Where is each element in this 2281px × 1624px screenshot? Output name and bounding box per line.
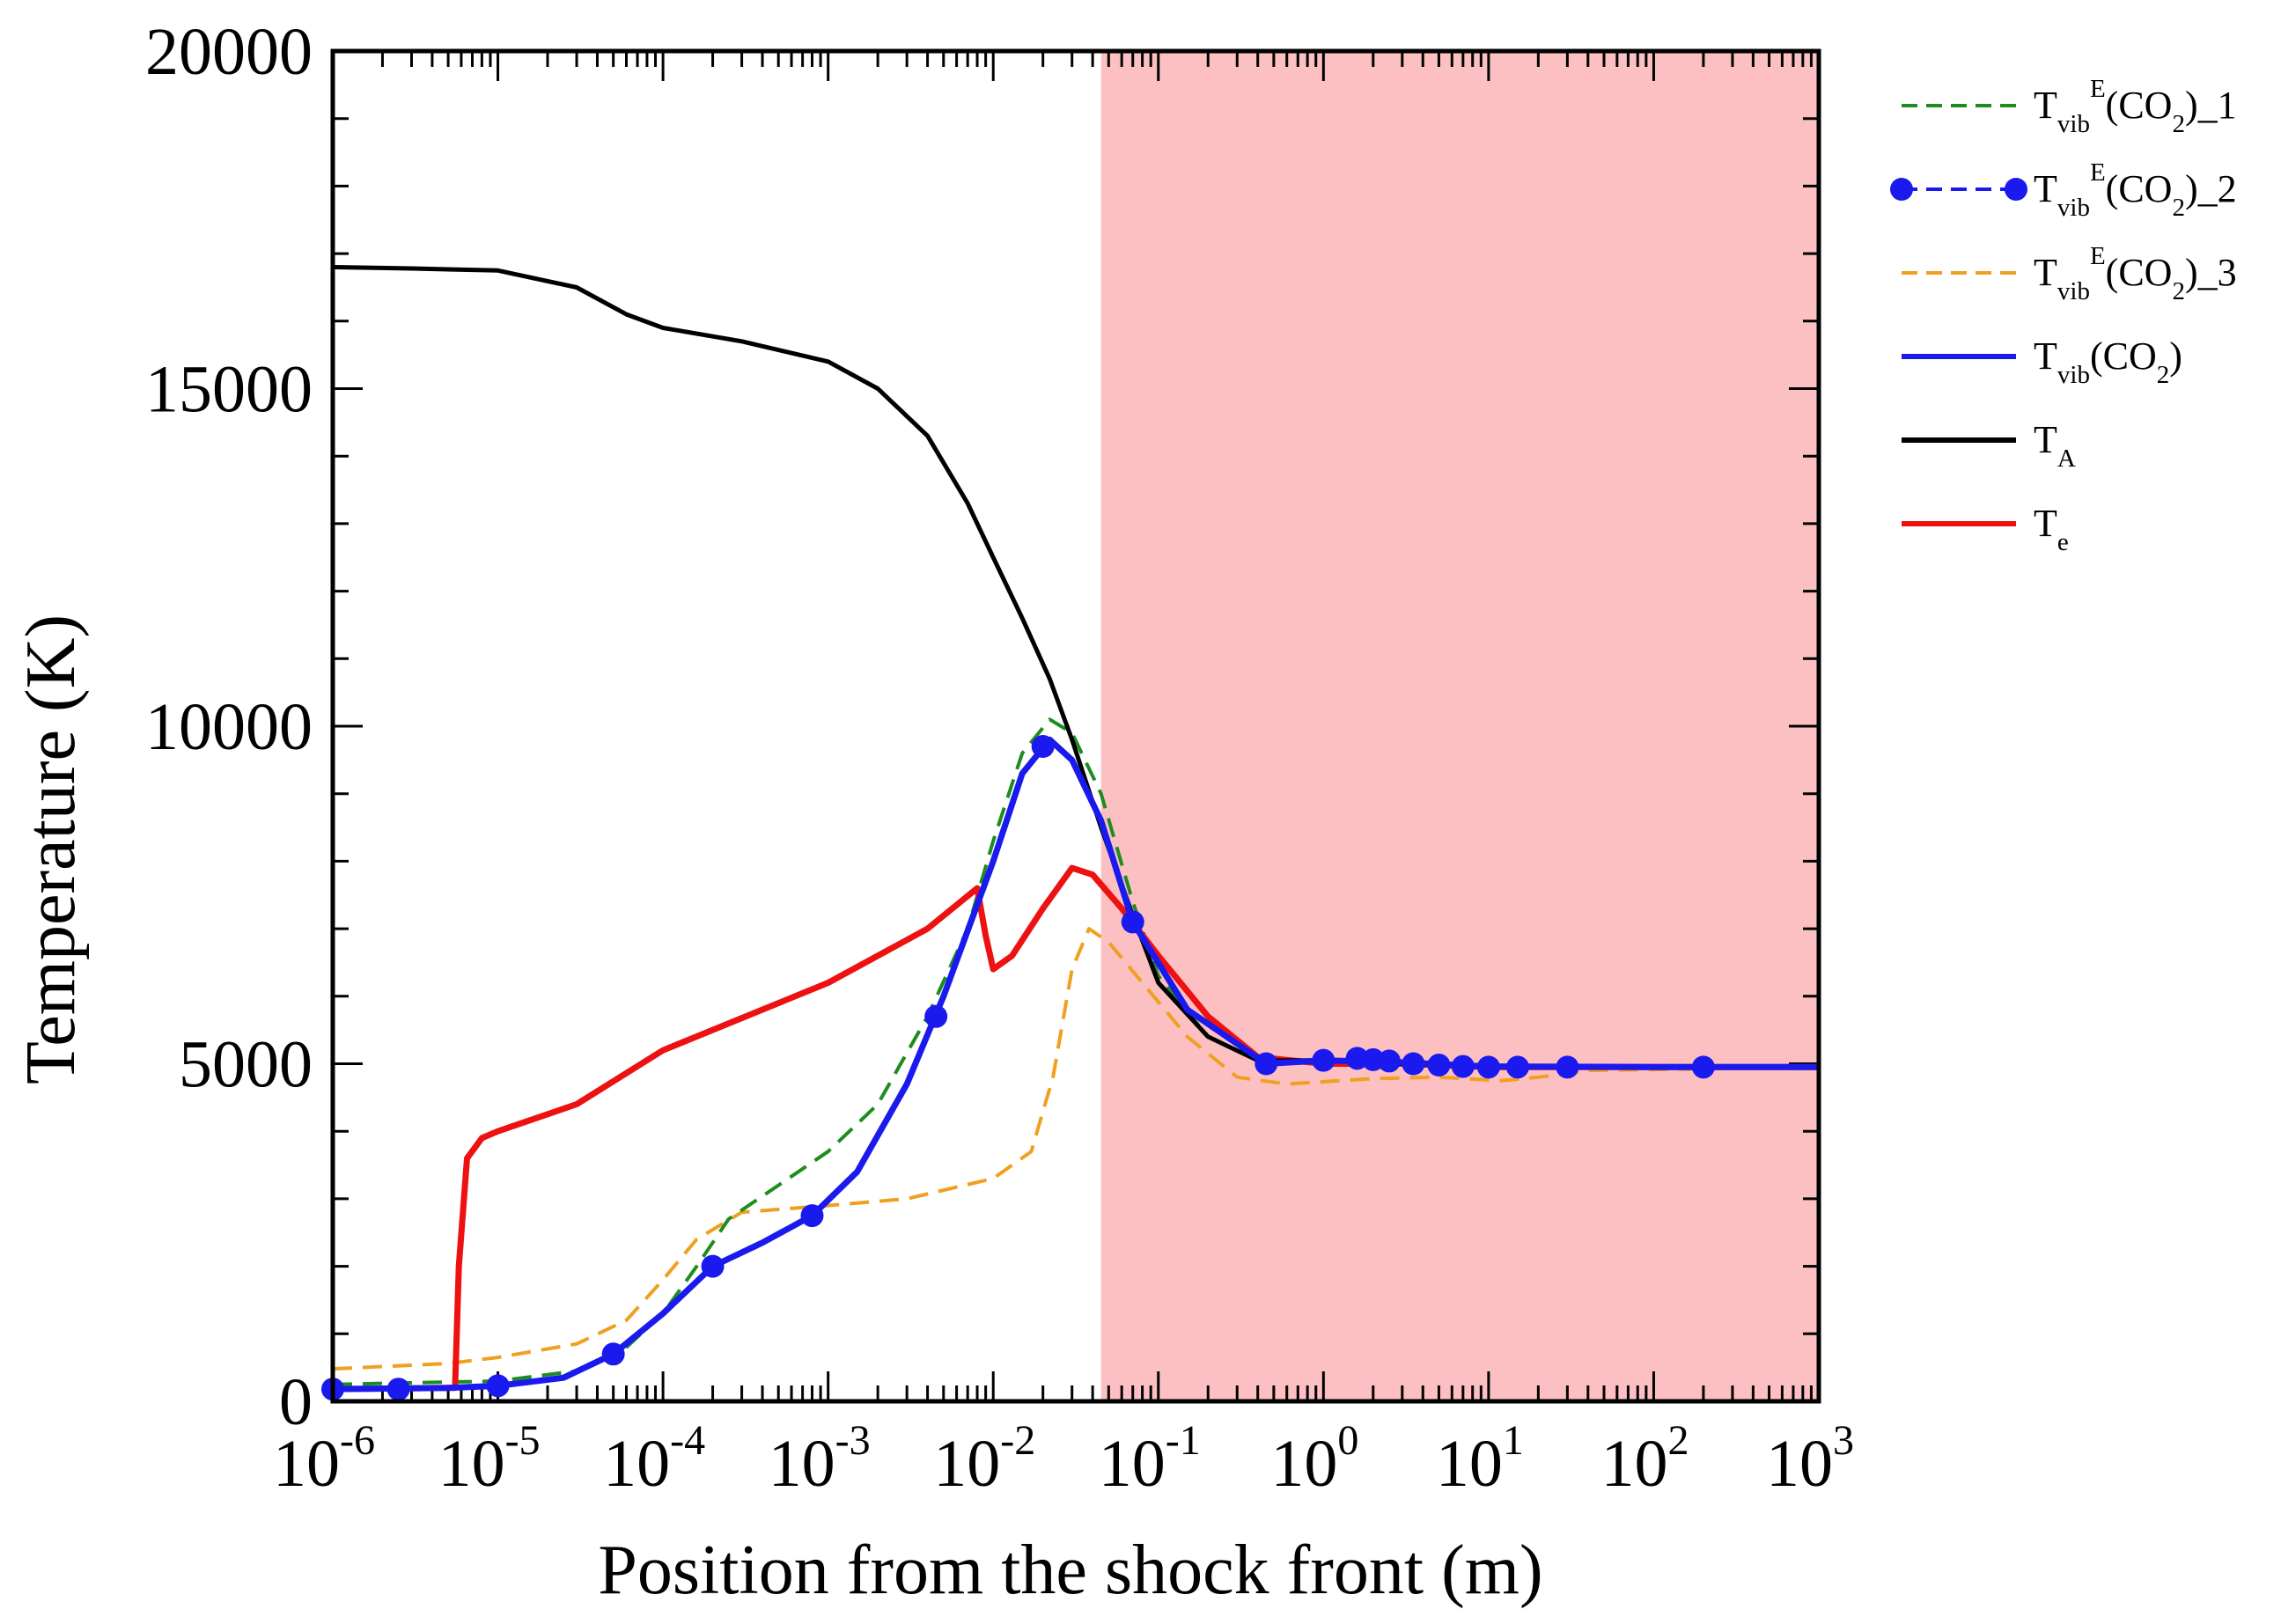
x-tick-label: 10-5 [438,1417,541,1501]
y-tick-label: 20000 [145,15,313,89]
series-layer [321,264,1820,1401]
data-point [1476,1055,1500,1079]
y-tick-label: 0 [279,1365,313,1439]
legend-item: Te [1902,502,2069,556]
y-tick-labels: 0 5000 10000 15000 20000 [145,15,313,1439]
x-tick-label: 100 [1270,1417,1358,1501]
x-axis-title: Position from the shock front (m) [598,1532,1542,1609]
x-tick-label: 10-2 [933,1417,1035,1501]
shaded-region [1100,51,1819,1401]
data-point [1255,1052,1278,1076]
y-axis-title: Temperature (K) [12,614,90,1084]
data-point [386,1378,410,1401]
legend-label: Te [2034,502,2069,556]
data-point [1451,1054,1475,1078]
legend-item: TvibE(CO2)_3 [1902,242,2237,305]
legend-label: TvibE(CO2)_2 [2034,158,2237,222]
data-point [1505,1055,1529,1079]
data-point [601,1342,625,1366]
data-point [1312,1048,1335,1072]
data-point [924,1004,948,1028]
legend: TvibE(CO2)_1 TvibE(CO2)_2 TvibE(CO2)_3 Tvib… [1890,75,2237,556]
y-tick-label: 15000 [145,353,313,427]
data-point [800,1204,824,1228]
legend-item: Tvib(CO2) [1902,334,2182,389]
legend-label: Tvib(CO2) [2034,334,2182,389]
x-tick-label: 10-1 [1099,1417,1201,1501]
legend-marker [1890,178,1913,201]
axis-ticks-layer [331,49,1819,1403]
legend-item: TA [1902,418,2076,473]
legend-label: TA [2034,418,2076,473]
series-tvibE1 [332,717,1819,1386]
legend-label: TvibE(CO2)_1 [2034,75,2237,138]
data-point [1427,1054,1451,1077]
x-tick-label: 103 [1766,1417,1854,1501]
series-tvibE3 [332,927,1820,1371]
shaded-region-layer [1100,51,1819,1401]
data-point [1402,1052,1425,1076]
x-tick-label: 10-3 [769,1417,871,1501]
legend-label: TvibE(CO2)_3 [2034,242,2237,305]
x-tick-label: 10-4 [603,1417,705,1501]
data-point [1121,910,1144,934]
x-tick-label: 101 [1436,1417,1524,1501]
data-point [1031,735,1055,759]
y-tick-label: 5000 [179,1028,313,1102]
plot-frame [330,48,1821,1404]
series-line [332,717,1819,1386]
legend-item: TvibE(CO2)_1 [1902,75,2237,138]
x-tick-label: 10-6 [273,1417,375,1501]
x-tick-labels: 10-6 10-5 10-4 10-3 10-2 10-1 100 101 102 103 [273,1417,1854,1501]
legend-item: TvibE(CO2)_2 [1890,158,2237,222]
data-point [486,1374,510,1398]
series-tvibE2 [321,735,1715,1401]
legend-marker [2005,178,2027,201]
x-tick-label: 102 [1600,1417,1689,1501]
data-point [1691,1055,1715,1079]
data-point [1556,1055,1579,1079]
series-line [332,927,1820,1371]
data-point [1377,1049,1401,1073]
data-point [701,1254,725,1278]
y-tick-label: 10000 [145,690,313,764]
